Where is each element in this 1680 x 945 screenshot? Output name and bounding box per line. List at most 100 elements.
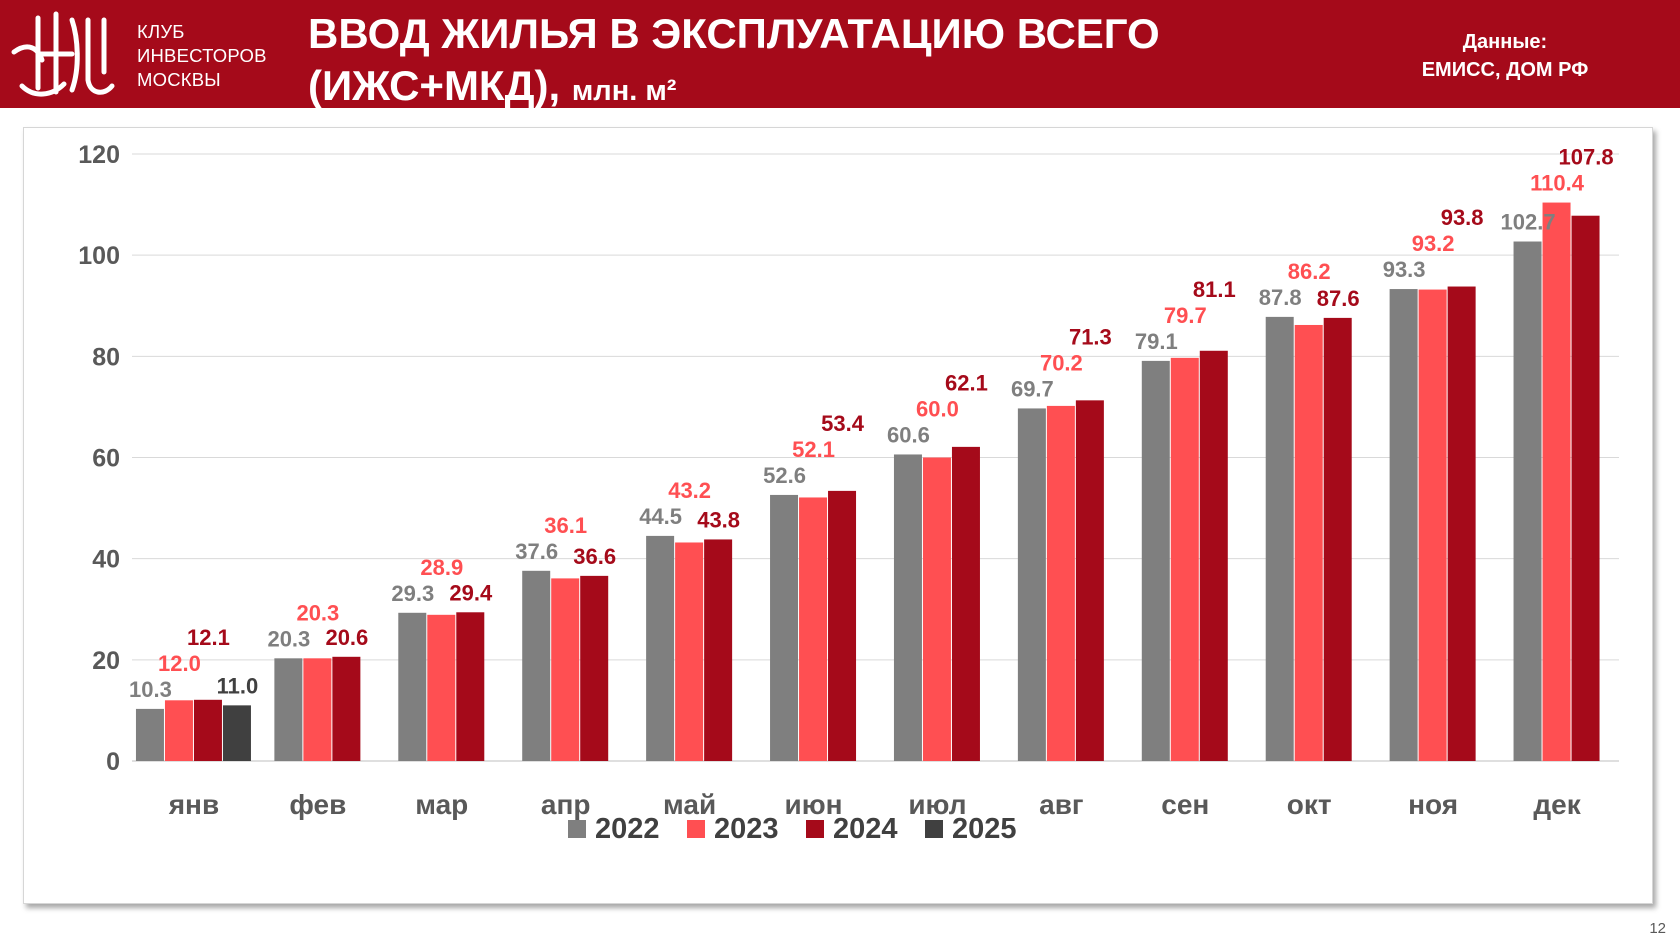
data-label-2024: 81.1 [1193, 277, 1236, 302]
y-tick-label: 80 [92, 343, 120, 371]
logo-line: КЛУБ [137, 21, 185, 42]
data-label-2023: 86.2 [1288, 259, 1331, 284]
legend-label-2022: 2022 [595, 813, 660, 845]
data-label-2023: 20.3 [296, 600, 339, 625]
bar-2025 [222, 705, 251, 761]
bar-2024 [828, 490, 857, 761]
bar-2024 [1571, 215, 1600, 761]
data-label-2024: 29.4 [449, 580, 493, 605]
bar-2022 [1389, 289, 1418, 761]
y-tick-label: 60 [92, 445, 120, 473]
bar-2022 [135, 708, 164, 761]
data-label-2025: 11.0 [217, 673, 259, 698]
data-label-2024: 12.1 [187, 625, 230, 650]
bar-2024 [1199, 350, 1228, 761]
x-tick-label: июл [908, 789, 966, 820]
data-label-2023: 93.2 [1412, 231, 1455, 256]
data-label-2024: 53.4 [821, 411, 865, 436]
data-label-2023: 60.0 [916, 396, 959, 421]
data-label-2024: 93.8 [1441, 205, 1484, 230]
data-label-2022: 20.3 [267, 626, 310, 651]
page-number: 12 [1649, 920, 1666, 937]
bar-2024 [580, 575, 609, 761]
data-label-2023: 12.0 [158, 651, 201, 676]
data-label-2022: 37.6 [515, 539, 558, 564]
bar-2023 [1418, 289, 1447, 761]
data-label-2024: 43.8 [697, 507, 740, 532]
source-value: ЕМИСС, ДОМ РФ [1421, 59, 1589, 81]
title-units: млн. м² [571, 75, 677, 107]
bar-2023 [551, 578, 580, 761]
logo-line: МОСКВЫ [137, 69, 221, 90]
legend-swatch-2024 [806, 820, 824, 838]
x-tick-label: дек [1533, 789, 1581, 820]
y-tick-label: 40 [92, 546, 120, 574]
title-line-2: (ИЖС+МКД), [308, 62, 561, 109]
x-tick-label: апр [541, 789, 591, 820]
data-label-2022: 93.3 [1383, 257, 1426, 282]
bar-2022 [1141, 360, 1170, 761]
bar-2023 [1542, 202, 1571, 761]
legend-label-2025: 2025 [952, 813, 1017, 845]
bar-2022 [770, 494, 799, 761]
header-banner: КЛУБ ИНВЕСТОРОВ МОСКВЫ ВВОД ЖИЛЬЯ В ЭКСП… [0, 0, 1680, 109]
bar-chart: 02040608010012010.312.012.111.0янв20.320… [78, 141, 1619, 845]
y-tick-label: 100 [78, 242, 120, 270]
x-tick-label: ноя [1408, 789, 1458, 820]
bar-2022 [522, 570, 551, 761]
bar-2024 [704, 539, 733, 761]
x-tick-label: янв [168, 789, 219, 820]
bar-2023 [427, 614, 456, 761]
bar-2023 [303, 658, 332, 761]
data-label-2022: 52.6 [763, 463, 806, 488]
chart-panel: 0 20 40 60 80 100 120 10.3 12.0 12.1 11.0 янв 20.3 20… [23, 127, 1653, 904]
bar-2023 [164, 700, 193, 761]
legend-swatch-2023 [687, 820, 705, 838]
data-label-2022: 10.3 [129, 677, 172, 702]
bar-2022 [274, 658, 303, 761]
x-tick-label: авг [1039, 789, 1083, 820]
y-tick-label: 0 [106, 748, 120, 776]
bar-2024 [332, 656, 361, 761]
legend-label-2024: 2024 [833, 813, 898, 845]
bar-2023 [799, 497, 828, 761]
club-logo-icon [11, 11, 115, 97]
data-label-2024: 36.6 [573, 544, 616, 569]
bar-2024 [1323, 317, 1352, 761]
data-label-2023: 110.4 [1530, 171, 1585, 196]
bar-2022 [646, 535, 675, 761]
bar-2024 [456, 612, 485, 761]
data-label-2023: 79.7 [1164, 303, 1207, 328]
x-tick-label: июн [785, 789, 843, 820]
x-tick-label: сен [1161, 789, 1209, 820]
data-label-2023: 28.9 [420, 555, 463, 580]
bar-2022 [398, 612, 427, 761]
title-line-1: ВВОД ЖИЛЬЯ В ЭКСПЛУАТАЦИЮ ВСЕГО [308, 10, 1160, 57]
data-label-2022: 102.7 [1501, 210, 1556, 235]
legend-label-2023: 2023 [714, 813, 779, 845]
bar-2022 [1265, 316, 1294, 761]
x-tick-label: мар [415, 789, 468, 820]
bar-2024 [193, 699, 222, 761]
bar-2023 [1046, 405, 1075, 761]
bar-2022 [1513, 241, 1542, 761]
data-label-2023: 36.1 [544, 513, 587, 538]
data-label-2024: 71.3 [1069, 324, 1112, 349]
data-label-2023: 52.1 [792, 437, 835, 462]
x-tick-label: май [663, 789, 716, 820]
bar-2024 [1447, 286, 1476, 761]
data-label-2023: 70.2 [1040, 350, 1083, 375]
data-label-2024: 62.1 [945, 370, 988, 395]
y-tick-label: 20 [92, 647, 120, 675]
x-tick-label: фев [289, 789, 346, 820]
bar-2023 [675, 542, 704, 761]
data-source: Данные: ЕМИСС, ДОМ РФ [1405, 28, 1605, 84]
data-label-2024: 20.6 [325, 625, 368, 650]
data-label-2022: 79.1 [1135, 329, 1178, 354]
data-label-2022: 60.6 [887, 422, 930, 447]
legend-swatch-2025 [925, 820, 943, 838]
bar-2022 [893, 454, 922, 761]
data-label-2023: 43.2 [668, 478, 711, 503]
logo-line: ИНВЕСТОРОВ [137, 45, 267, 66]
bar-2023 [1294, 324, 1323, 761]
